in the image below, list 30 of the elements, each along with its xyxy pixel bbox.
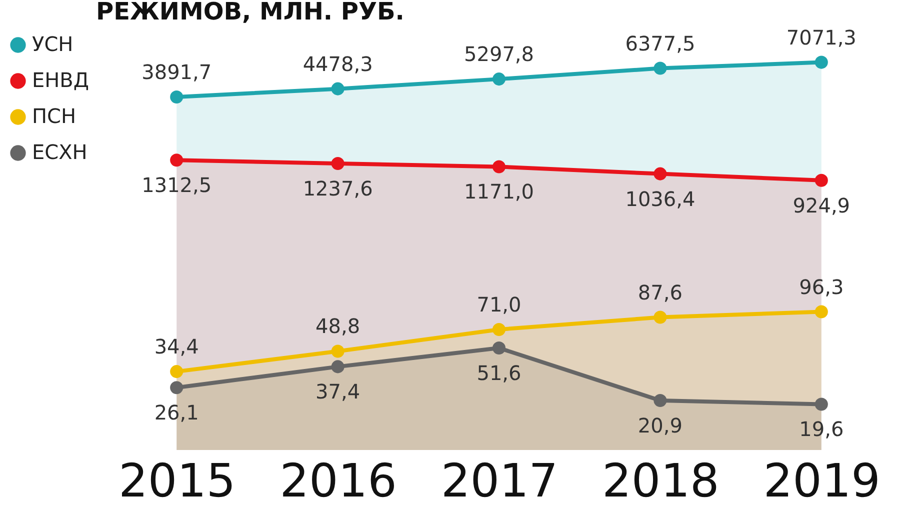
chart-title: РЕЖИМОВ, МЛН. РУБ. <box>96 0 404 26</box>
data-label: 1312,5 <box>142 173 212 198</box>
data-label: 19,6 <box>799 417 844 442</box>
x-tick-label: 2018 <box>602 454 720 508</box>
data-label: 1036,4 <box>625 186 696 211</box>
data-label: 924,9 <box>792 193 850 218</box>
data-label: 6377,5 <box>625 31 696 56</box>
legend-label: ЕНВД <box>32 68 90 92</box>
data-label: 1237,6 <box>302 176 373 200</box>
data-label: 71,0 <box>476 292 522 316</box>
x-tick-label: 2019 <box>763 454 880 508</box>
data-label: 37,4 <box>316 380 360 404</box>
x-tick-label: 2015 <box>118 454 236 508</box>
data-label: 96,3 <box>799 274 844 299</box>
data-label: 51,6 <box>476 361 522 386</box>
data-label: 48,8 <box>316 314 360 338</box>
x-tick-label: 2016 <box>280 454 397 508</box>
legend-label: ПСН <box>32 104 76 128</box>
data-label: 5297,8 <box>464 42 534 66</box>
data-label: 3891,7 <box>142 60 212 84</box>
data-label: 87,6 <box>638 280 682 304</box>
data-label: 20,9 <box>638 413 682 438</box>
data-label: 34,4 <box>154 334 199 359</box>
data-label: 1171,0 <box>464 180 534 204</box>
data-label: 4478,3 <box>302 52 373 76</box>
data-label: 26,1 <box>154 400 199 425</box>
legend-label: УСН <box>32 32 74 56</box>
x-tick-label: 2017 <box>440 454 558 508</box>
legend-label: ЕСХН <box>32 140 88 164</box>
data-label: 7071,3 <box>786 25 856 50</box>
